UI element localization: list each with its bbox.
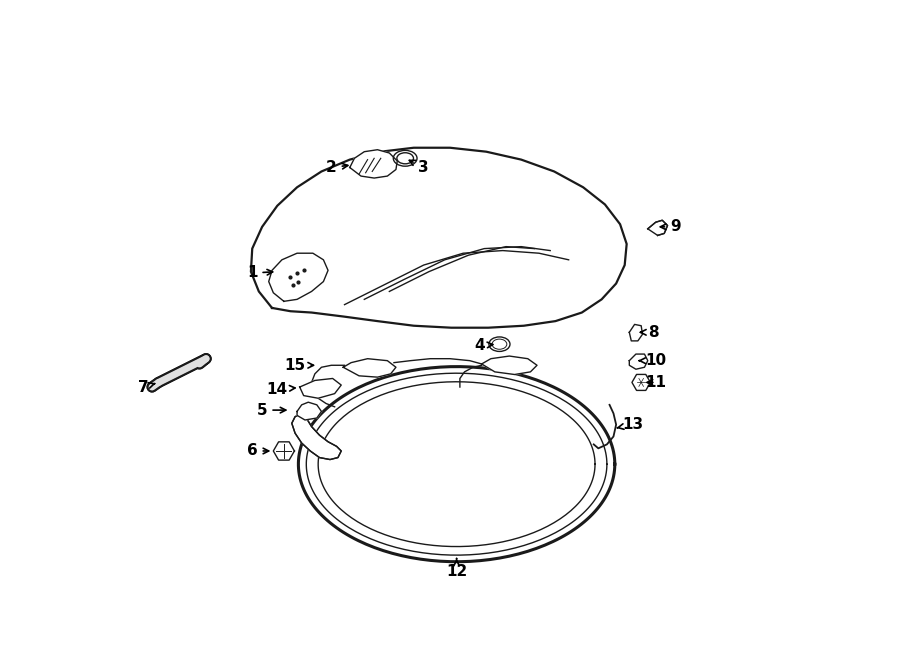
- Polygon shape: [629, 324, 643, 341]
- Polygon shape: [629, 354, 648, 369]
- Text: 13: 13: [617, 417, 644, 432]
- Ellipse shape: [393, 150, 417, 166]
- Text: 8: 8: [641, 325, 659, 340]
- Text: 10: 10: [639, 353, 666, 368]
- Text: 2: 2: [326, 160, 347, 175]
- Polygon shape: [299, 367, 615, 562]
- Text: 5: 5: [256, 402, 286, 418]
- Polygon shape: [269, 253, 328, 301]
- Text: 15: 15: [284, 357, 313, 373]
- Polygon shape: [300, 379, 341, 399]
- Text: 1: 1: [247, 265, 273, 281]
- Polygon shape: [274, 442, 294, 460]
- Ellipse shape: [489, 337, 510, 352]
- Text: 6: 6: [247, 444, 269, 459]
- Polygon shape: [632, 375, 651, 391]
- Polygon shape: [292, 413, 341, 459]
- Text: 11: 11: [645, 375, 666, 390]
- Text: 4: 4: [474, 338, 493, 353]
- Polygon shape: [343, 359, 396, 377]
- Text: 12: 12: [446, 559, 467, 579]
- Polygon shape: [297, 402, 321, 420]
- Polygon shape: [350, 150, 397, 178]
- Text: 3: 3: [410, 160, 429, 175]
- Text: 9: 9: [661, 219, 680, 234]
- Polygon shape: [251, 148, 626, 328]
- Text: 7: 7: [138, 379, 155, 395]
- Polygon shape: [482, 356, 537, 375]
- Text: 14: 14: [266, 381, 295, 397]
